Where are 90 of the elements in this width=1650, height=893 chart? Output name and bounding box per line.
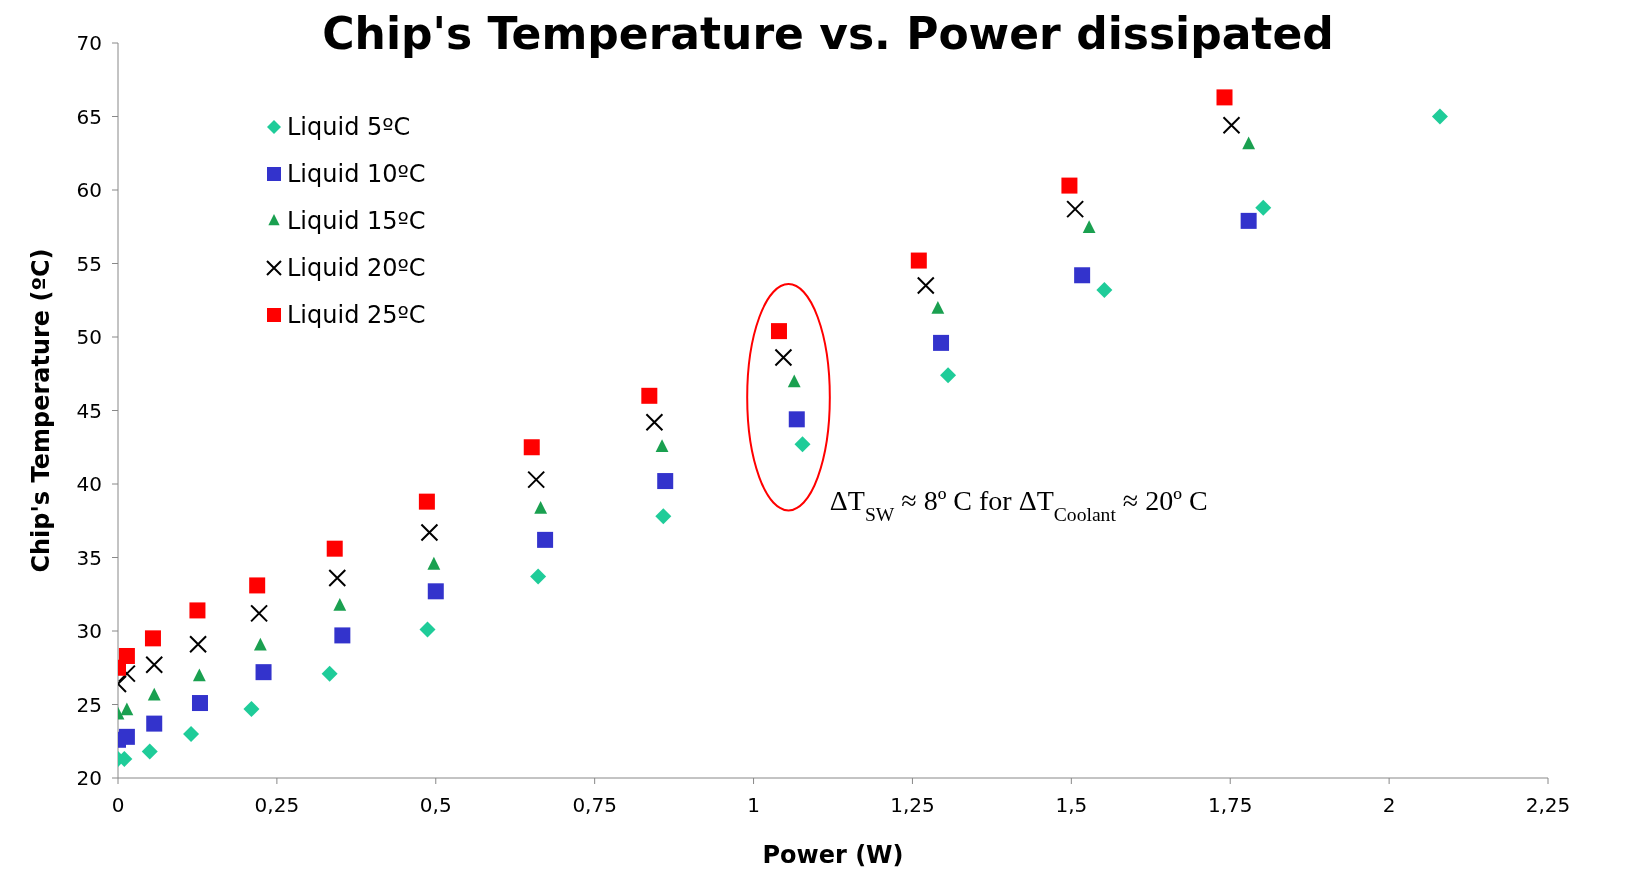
y-tick-label: 60 bbox=[76, 178, 102, 202]
point bbox=[118, 647, 135, 664]
legend-label: Liquid 20ºC bbox=[287, 253, 426, 282]
x-tick-label: 0,25 bbox=[254, 793, 300, 817]
point bbox=[189, 635, 208, 654]
x-tick-label: 1,25 bbox=[890, 793, 935, 817]
point bbox=[787, 374, 801, 388]
point bbox=[321, 665, 338, 682]
legend-label: Liquid 25ºC bbox=[287, 300, 426, 329]
y-tick-label: 50 bbox=[76, 325, 102, 349]
point bbox=[334, 627, 351, 644]
legend-label: Liquid 10ºC bbox=[287, 159, 426, 188]
point bbox=[189, 602, 206, 619]
point bbox=[192, 668, 206, 682]
point bbox=[147, 687, 161, 701]
point bbox=[141, 743, 158, 760]
point bbox=[770, 323, 787, 340]
point bbox=[655, 508, 672, 525]
x-tick-label: 2 bbox=[1382, 793, 1396, 817]
y-tick-label: 25 bbox=[76, 692, 102, 717]
point bbox=[427, 556, 441, 570]
point bbox=[530, 568, 547, 585]
point bbox=[145, 655, 164, 674]
point bbox=[1255, 199, 1272, 216]
point bbox=[1066, 200, 1085, 219]
y-tick-label: 35 bbox=[76, 545, 102, 570]
x-tick-label: 0,75 bbox=[572, 793, 617, 817]
x-tick-label: 1,5 bbox=[1055, 793, 1088, 817]
point bbox=[427, 583, 444, 600]
point bbox=[523, 439, 540, 456]
point bbox=[326, 540, 343, 557]
x-tick-label: 0 bbox=[111, 793, 125, 817]
point bbox=[1061, 177, 1078, 194]
point bbox=[146, 715, 163, 732]
y-tick-label: 30 bbox=[76, 619, 102, 643]
point bbox=[931, 301, 945, 314]
point bbox=[419, 621, 436, 638]
point bbox=[118, 728, 135, 745]
x-tick-label: 1 bbox=[747, 793, 760, 817]
chart-title: Chip's Temperature vs. Power dissipated bbox=[322, 8, 1334, 59]
y-tick-label: 55 bbox=[76, 251, 102, 276]
annotation: ΔT$_{SW}$ ≈ 8º C for ΔT$_{Coolant}$ ≈ 20º C bbox=[829, 484, 1208, 525]
point bbox=[788, 411, 805, 428]
point bbox=[1074, 267, 1091, 284]
point bbox=[1222, 116, 1241, 135]
x-tick-label: 1,75 bbox=[1207, 793, 1253, 817]
point bbox=[641, 387, 658, 404]
point bbox=[1431, 108, 1448, 125]
point bbox=[1242, 136, 1256, 150]
y-tick-label: 40 bbox=[76, 472, 102, 496]
point bbox=[1240, 212, 1257, 229]
y-tick-label: 45 bbox=[76, 398, 102, 423]
point bbox=[191, 695, 208, 712]
point bbox=[1096, 281, 1113, 298]
point bbox=[328, 569, 347, 588]
point bbox=[420, 523, 439, 542]
point bbox=[537, 531, 554, 548]
point bbox=[333, 598, 347, 611]
point bbox=[527, 470, 546, 489]
point bbox=[183, 725, 200, 742]
point bbox=[933, 334, 950, 351]
point bbox=[910, 252, 927, 269]
x-tick-label: 0,5 bbox=[419, 793, 452, 817]
y-axis-title: Chip's Temperature (ºC) bbox=[26, 248, 55, 573]
point bbox=[794, 436, 811, 453]
point bbox=[144, 630, 161, 647]
point bbox=[250, 604, 269, 623]
x-tick-label: 2,25 bbox=[1525, 793, 1571, 817]
y-tick-label: 70 bbox=[76, 31, 102, 55]
point bbox=[1216, 89, 1233, 106]
point bbox=[418, 493, 435, 510]
point bbox=[916, 276, 935, 295]
point bbox=[243, 700, 260, 717]
point bbox=[255, 664, 272, 681]
legend-label: Liquid 15ºC bbox=[287, 206, 426, 235]
point bbox=[120, 702, 134, 716]
x-axis-title: Power (W) bbox=[762, 841, 904, 869]
point bbox=[249, 577, 266, 594]
point bbox=[534, 500, 548, 514]
point bbox=[940, 367, 957, 384]
point bbox=[657, 473, 674, 490]
legend-label: Liquid 5ºC bbox=[287, 112, 411, 141]
point bbox=[118, 664, 136, 683]
y-tick-label: 20 bbox=[76, 766, 102, 790]
point bbox=[645, 413, 664, 432]
point bbox=[655, 439, 669, 453]
point bbox=[253, 637, 267, 651]
y-tick-label: 65 bbox=[76, 104, 102, 129]
point bbox=[774, 348, 793, 367]
point bbox=[1082, 220, 1096, 234]
